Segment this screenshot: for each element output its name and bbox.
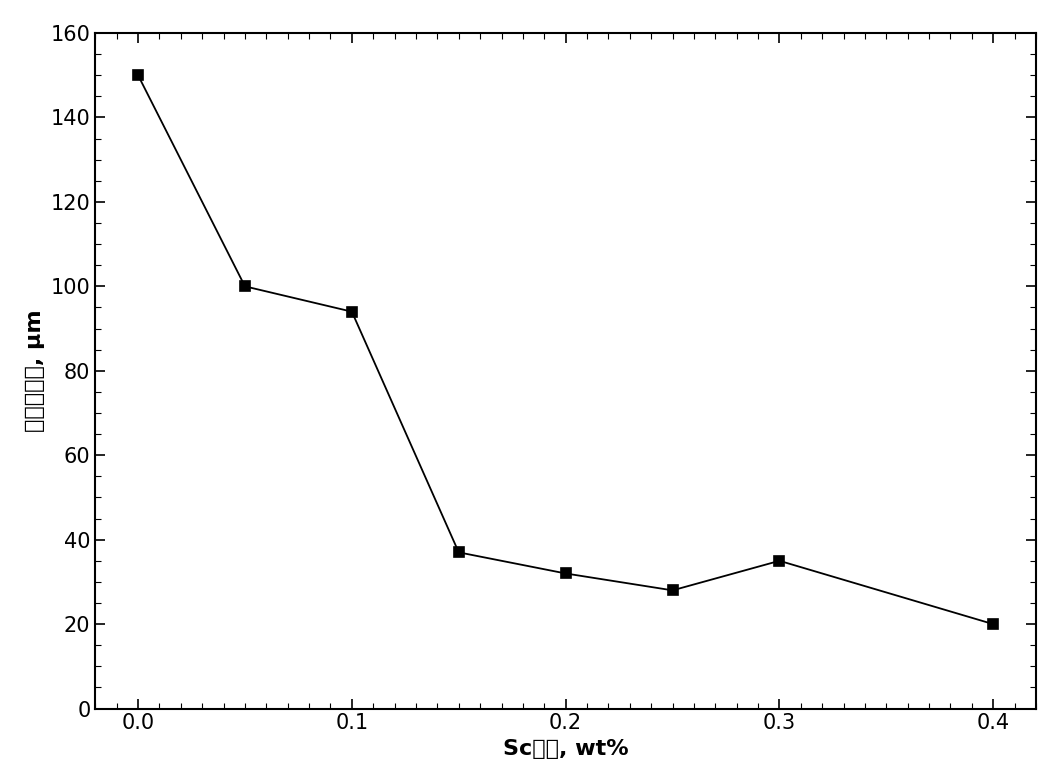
Y-axis label: 共晶硅尺寸, μm: 共晶硅尺寸, μm: [25, 310, 45, 432]
X-axis label: Sc含量, wt%: Sc含量, wt%: [503, 739, 628, 759]
